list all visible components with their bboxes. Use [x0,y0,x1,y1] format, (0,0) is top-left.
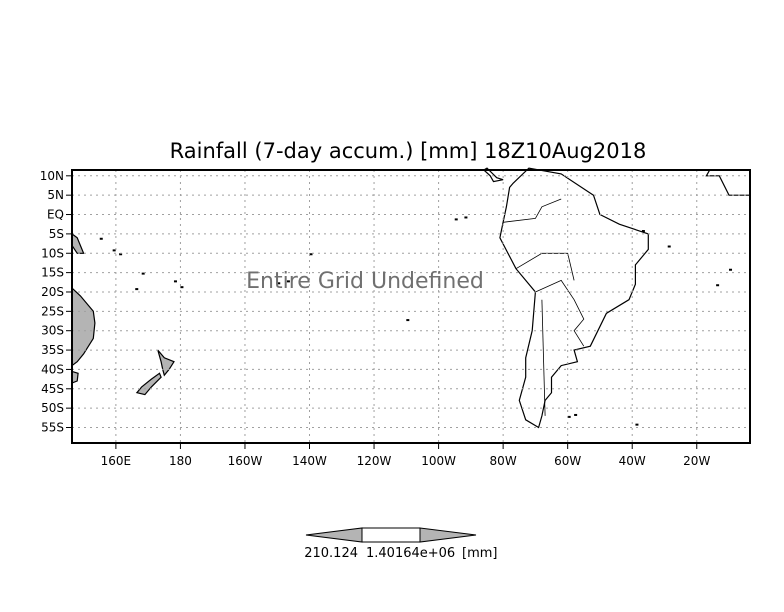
island [141,272,145,275]
y-tick-label: 35S [41,343,64,357]
island [173,280,177,283]
island [641,230,645,233]
y-tick-label: 45S [41,382,64,396]
country-border [503,198,562,223]
island [454,218,458,221]
y-tick-label: EQ [47,208,64,222]
y-tick-label: 10S [41,246,64,260]
australia-coastline [71,286,96,367]
x-tick-label: 80W [490,454,517,468]
island [119,253,123,256]
colorbar-units: [mm] [462,546,497,561]
island [112,249,116,252]
colorbar-label-low: 210.124 [304,546,358,561]
grid-lines [72,170,750,443]
country-border [515,252,575,281]
island [716,284,720,287]
y-tick-label: 5N [47,188,64,202]
x-tick-label: 60W [554,454,581,468]
island [635,423,639,426]
x-tick-label: 160W [228,454,263,468]
new-guinea-coastline [71,232,85,254]
country-border [541,299,546,416]
country-border [535,279,585,347]
africa-west-coastline [705,169,751,196]
island [567,415,571,418]
new-zealand-north-coastline [157,349,175,377]
island [574,413,578,416]
island [99,237,103,240]
island [309,253,313,256]
y-tick-label: 15S [41,266,64,280]
new-zealand-south-coastline [135,372,162,396]
island [286,280,290,283]
x-axis: 160E 180 160W 140W 120W 100W 80W 60W 40W 20W [101,443,710,468]
chart-title: Rainfall (7-day accum.) [mm] 18Z10Aug201… [170,139,647,163]
colorbar-box [361,527,421,543]
x-tick-label: 40W [619,454,646,468]
island [180,286,184,289]
y-axis: 10N 5N EQ 5S 10S 15S 20S 25S 30S 35S 40S 45S 50S 55S [40,169,72,435]
island [667,245,671,248]
colorbar-label-high: 1.40164e+06 [366,546,455,561]
colorbar-low-triangle [305,527,363,543]
y-tick-label: 50S [41,401,64,415]
plot-frame [71,169,751,444]
y-tick-label: 20S [41,285,64,299]
x-tick-label: 100W [421,454,456,468]
undefined-grid-annotation: Entire Grid Undefined [246,269,484,294]
y-tick-label: 10N [40,169,64,183]
x-tick-label: 20W [683,454,710,468]
colorbar: 210.124 1.40164e+06 [mm] [304,527,497,561]
y-tick-label: 55S [41,421,64,435]
y-tick-label: 25S [41,304,64,318]
x-tick-label: 180 [169,454,192,468]
x-tick-label: 120W [357,454,392,468]
colorbar-high-triangle [419,527,477,543]
island [464,216,468,219]
island [729,268,733,271]
island [406,319,410,322]
island [135,288,139,291]
south-america-coastline [499,167,649,429]
y-tick-label: 40S [41,362,64,376]
y-tick-label: 30S [41,324,64,338]
y-tick-label: 5S [49,227,64,241]
island [277,282,281,285]
x-tick-label: 160E [101,454,132,468]
x-tick-label: 140W [292,454,327,468]
central-america-coastline [482,167,504,183]
